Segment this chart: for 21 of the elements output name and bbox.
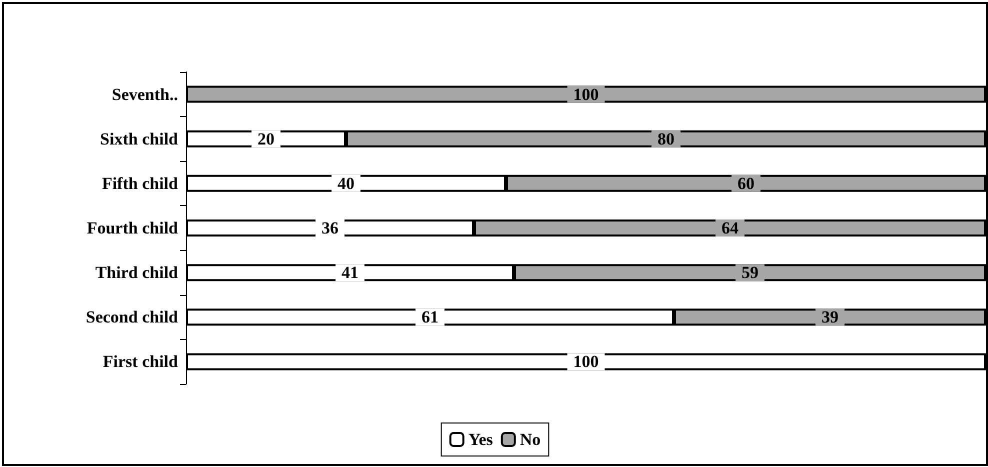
y-tick-label: Fourth child: [86, 218, 179, 238]
data-label: 100: [573, 84, 599, 104]
data-label: 64: [722, 218, 739, 238]
data-label: 41: [342, 263, 358, 282]
data-label: 61: [422, 308, 438, 327]
data-label: 20: [258, 129, 274, 148]
data-label: 100: [573, 352, 599, 372]
y-tick-label: Fifth child: [102, 174, 179, 193]
data-label: 40: [338, 174, 354, 193]
y-tick-label: First child: [102, 352, 179, 372]
data-label: 36: [322, 218, 338, 238]
y-tick-label: Second child: [86, 308, 179, 327]
y-tick-label: Seventh..: [112, 84, 178, 104]
legend-label: Yes: [468, 430, 494, 449]
legend-label: No: [520, 430, 541, 449]
data-label: 39: [822, 308, 838, 327]
data-label: 59: [742, 263, 758, 282]
data-label: 60: [738, 174, 754, 193]
y-tick-label: Sixth child: [100, 129, 179, 148]
y-tick-label: Third child: [95, 263, 179, 282]
data-label: 80: [658, 129, 674, 148]
